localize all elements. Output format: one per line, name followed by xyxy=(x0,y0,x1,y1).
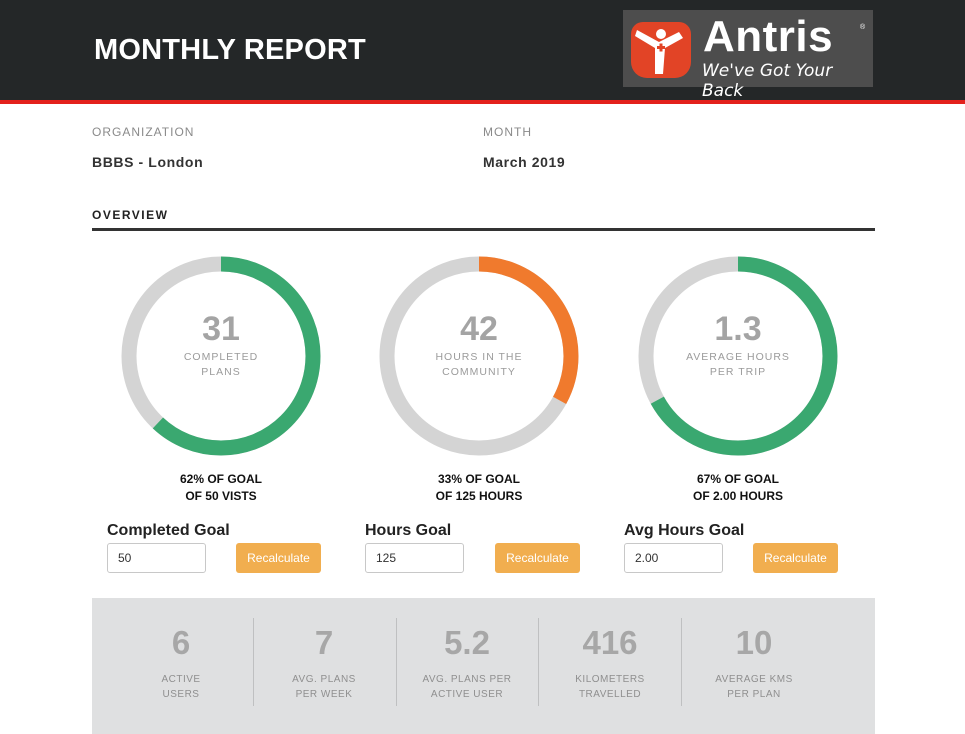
ring-progress-arc xyxy=(638,256,838,456)
logo-registered-mark: ® xyxy=(860,24,866,31)
ring-value: 1.3 xyxy=(714,310,762,348)
goal-target: OF 2.00 HOURS xyxy=(692,489,784,503)
month-value: March 2019 xyxy=(483,154,566,170)
stat-label: AVERAGE KMS PER PLAN xyxy=(679,672,829,702)
hours-goal-input[interactable] xyxy=(365,543,464,573)
goal-percent: 62% OF GOAL xyxy=(179,472,262,486)
stat-label-line: AVERAGE KMS xyxy=(715,674,793,685)
avg-hours-recalculate-button[interactable]: Recalculate xyxy=(753,543,838,573)
completed-goal-input[interactable] xyxy=(107,543,206,573)
completed-plans-ring: 31 COMPLETED PLANS xyxy=(121,256,321,456)
avg-hours-ring: 1.3 AVERAGE HOURS PER TRIP xyxy=(638,256,838,456)
stat-value: 416 xyxy=(582,624,638,661)
goal-percent: 33% OF GOAL xyxy=(437,472,520,486)
stat-value: 10 xyxy=(735,624,773,661)
hours-goal-summary: 33% OF GOAL OF 125 HOURS xyxy=(359,471,599,505)
stat-label-line: ACTIVE xyxy=(161,674,201,685)
organization-value: BBBS - London xyxy=(92,154,204,170)
ring-value: 42 xyxy=(460,310,498,348)
stat-average-kms: 10 AVERAGE KMS PER PLAN xyxy=(679,598,829,734)
stat-label-line: AVG. PLANS PER xyxy=(422,674,512,685)
ring-chart xyxy=(121,256,321,456)
stat-label: ACTIVE USERS xyxy=(106,672,256,702)
stat-label: KILOMETERS TRAVELLED xyxy=(535,672,685,702)
goal-percent: 67% OF GOAL xyxy=(696,472,779,486)
stat-divider xyxy=(681,618,682,706)
stat-label-line: KILOMETERS xyxy=(575,674,645,685)
completed-recalculate-button[interactable]: Recalculate xyxy=(236,543,321,573)
avg-hours-goal-input[interactable] xyxy=(624,543,723,573)
stat-label-line: USERS xyxy=(162,689,200,700)
logo-name: Antris xyxy=(703,12,834,61)
ring-label: AVERAGE HOURS PER TRIP xyxy=(686,351,790,378)
ring-progress-arc xyxy=(121,256,321,456)
header-accent-bar xyxy=(0,100,965,104)
goal-target: OF 50 VISTS xyxy=(185,489,257,503)
stat-avg-plans-week: 7 AVG. PLANS PER WEEK xyxy=(249,598,399,734)
stat-active-users: 6 ACTIVE USERS xyxy=(106,598,256,734)
ring-value: 31 xyxy=(202,310,240,348)
stats-panel: 6 ACTIVE USERS 7 AVG. PLANS PER WEEK 5.2… xyxy=(92,598,875,734)
month-label: MONTH xyxy=(483,125,532,139)
stat-value: 6 xyxy=(171,624,191,661)
stat-label: AVG. PLANS PER WEEK xyxy=(249,672,399,702)
person-figure-icon xyxy=(631,22,691,78)
avg-hours-goal-summary: 67% OF GOAL OF 2.00 HOURS xyxy=(618,471,858,505)
ring-chart xyxy=(379,256,579,456)
report-header: MONTHLY REPORT Antris ® We've Got Your B… xyxy=(0,0,965,101)
stat-divider xyxy=(538,618,539,706)
stat-value: 5.2 xyxy=(444,624,490,661)
logo-tagline: We've Got Your Back xyxy=(702,61,833,101)
avg-hours-goal-label: Avg Hours Goal xyxy=(624,522,745,539)
stat-label-line: ACTIVE USER xyxy=(430,689,504,700)
stat-avg-plans-user: 5.2 AVG. PLANS PER ACTIVE USER xyxy=(392,598,542,734)
hours-goal-label: Hours Goal xyxy=(365,522,452,539)
stat-label-line: TRAVELLED xyxy=(578,689,642,700)
antris-logo: Antris ® We've Got Your Back xyxy=(623,10,873,101)
overview-heading: OVERVIEW xyxy=(92,208,169,222)
stat-divider xyxy=(396,618,397,706)
completed-goal-summary: 62% OF GOAL OF 50 VISTS xyxy=(101,471,341,505)
organization-label: ORGANIZATION xyxy=(92,125,195,139)
hours-recalculate-button[interactable]: Recalculate xyxy=(495,543,580,573)
stat-divider xyxy=(253,618,254,706)
goal-target: OF 125 HOURS xyxy=(435,489,523,503)
stat-label-line: PER WEEK xyxy=(295,689,353,700)
overview-divider xyxy=(92,228,875,231)
ring-label: COMPLETED PLANS xyxy=(183,351,259,378)
stat-label-line: AVG. PLANS xyxy=(292,674,356,685)
completed-goal-label: Completed Goal xyxy=(107,522,230,539)
stat-label: AVG. PLANS PER ACTIVE USER xyxy=(392,672,542,702)
page-title: MONTHLY REPORT xyxy=(94,34,366,66)
hours-community-ring: 42 HOURS IN THE COMMUNITY xyxy=(379,256,579,456)
ring-label: HOURS IN THE COMMUNITY xyxy=(435,351,523,378)
ring-chart xyxy=(638,256,838,456)
ring-progress-arc xyxy=(379,256,579,456)
stat-label-line: PER PLAN xyxy=(727,689,781,700)
stat-kilometers: 416 KILOMETERS TRAVELLED xyxy=(535,598,685,734)
stat-value: 7 xyxy=(314,624,334,661)
